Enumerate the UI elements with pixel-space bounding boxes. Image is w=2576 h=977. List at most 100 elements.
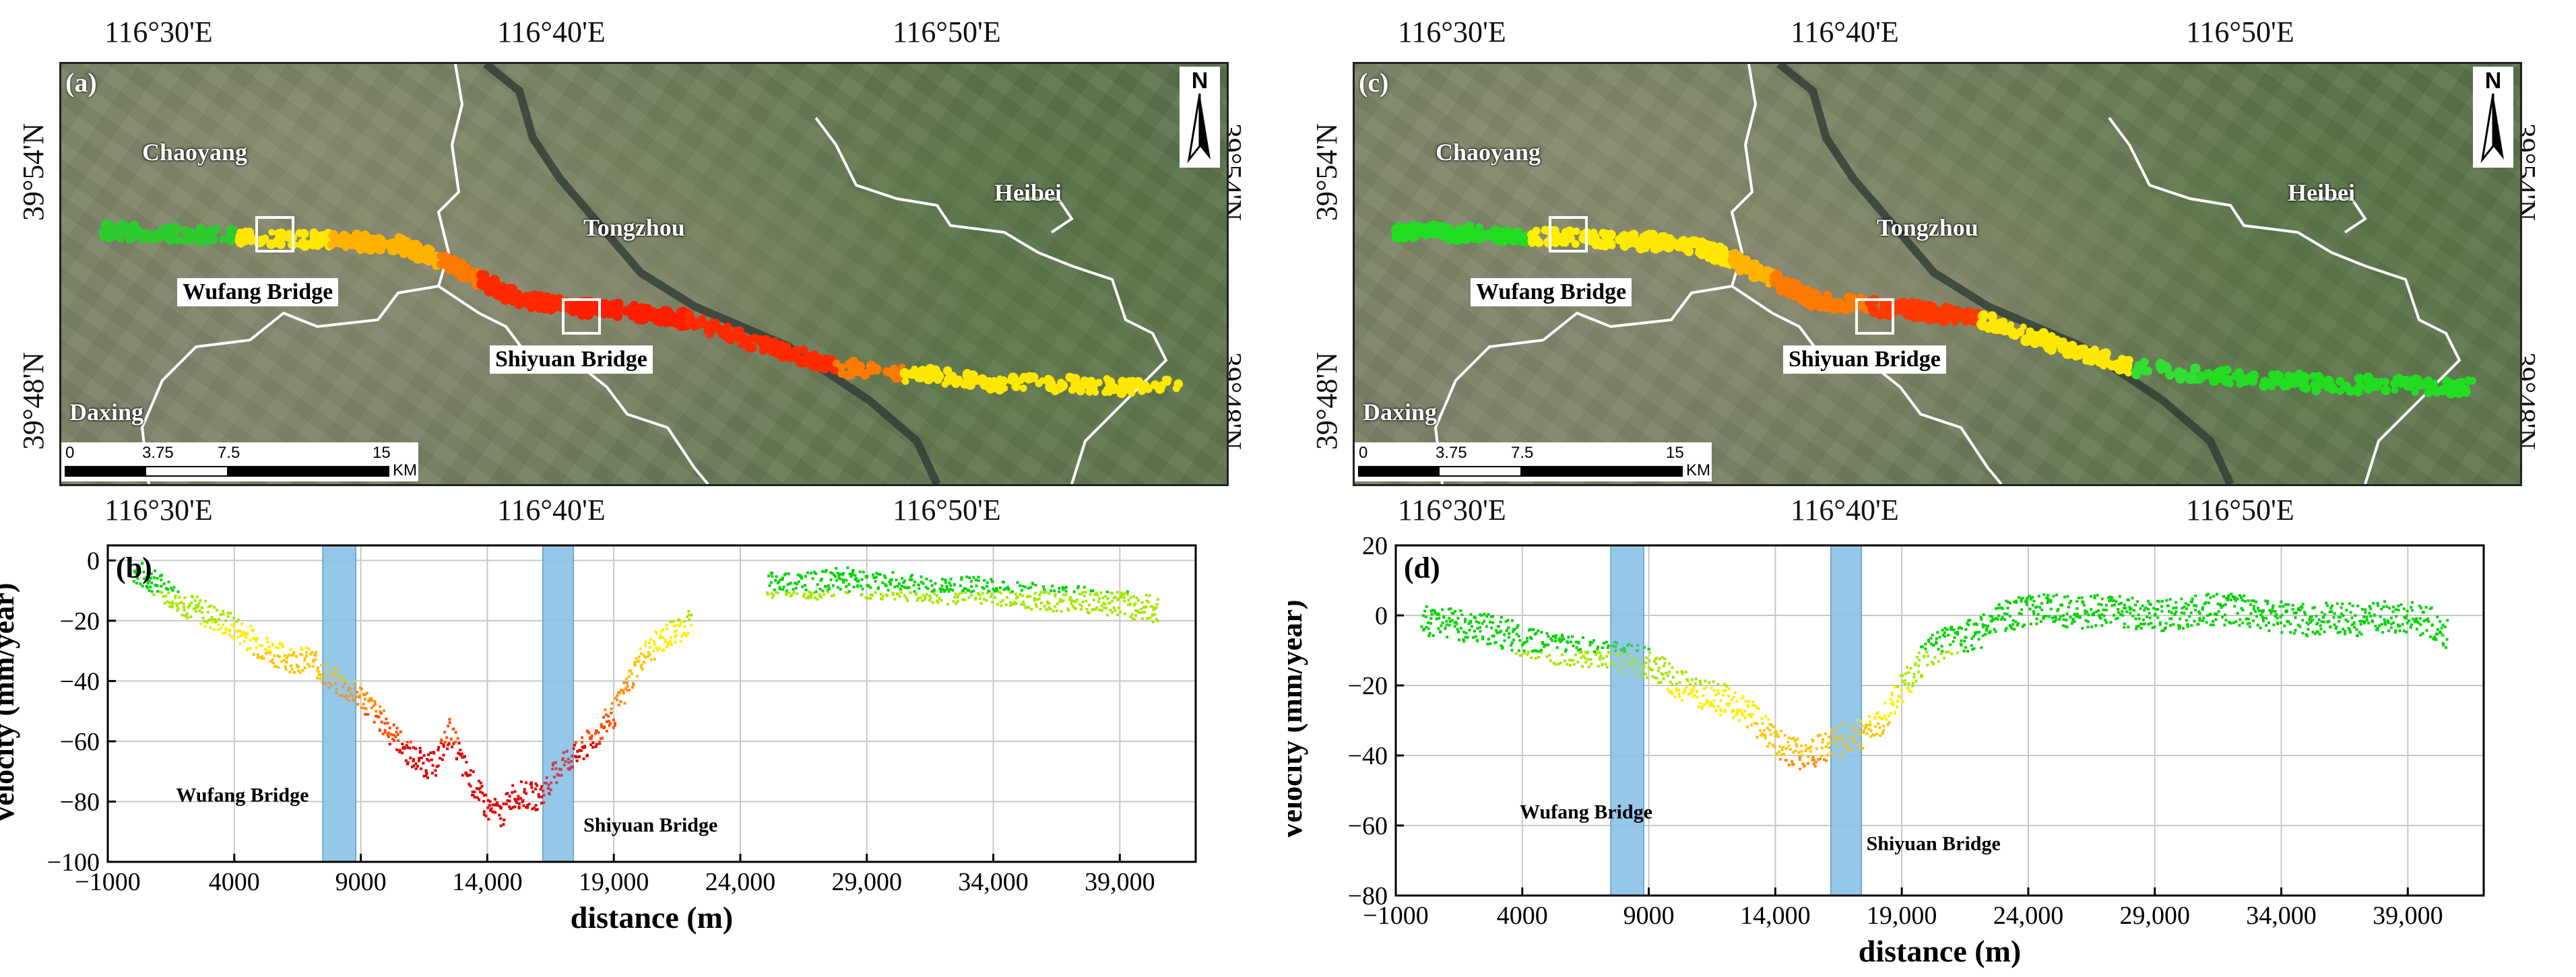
data-point: [2197, 623, 2200, 626]
data-point: [1716, 705, 1720, 708]
data-point: [484, 814, 488, 817]
data-point: [1731, 698, 1733, 702]
data-point: [1019, 584, 1022, 587]
data-point: [2309, 621, 2312, 624]
data-point: [2049, 607, 2053, 611]
data-point: [176, 605, 179, 607]
track-point: [1857, 302, 1866, 311]
data-point: [1477, 621, 1481, 624]
data-point: [272, 661, 275, 665]
bridge-box-shiyuan: [1855, 298, 1894, 335]
track-point: [2046, 344, 2057, 355]
data-point: [2426, 617, 2429, 620]
data-point: [2147, 599, 2150, 603]
data-point: [317, 670, 321, 673]
data-point: [1619, 648, 1623, 651]
data-point: [1442, 615, 1446, 618]
data-point: [1958, 626, 1962, 629]
data-point: [1083, 585, 1086, 588]
data-point: [601, 737, 604, 740]
data-point: [2424, 618, 2427, 621]
data-point: [1076, 586, 1080, 590]
data-point: [670, 636, 673, 639]
data-point: [1460, 626, 1462, 630]
lat-label: 39°54'N: [1310, 123, 1344, 222]
data-point: [1558, 637, 1561, 640]
data-point: [1099, 591, 1103, 595]
track-point: [985, 383, 996, 394]
data-point: [1004, 603, 1008, 607]
track-point: [1823, 291, 1832, 300]
lon-label: 116°40'E: [497, 494, 606, 527]
data-point: [326, 662, 329, 665]
data-point: [774, 578, 777, 582]
data-point: [2117, 611, 2121, 614]
data-point: [435, 765, 439, 768]
data-point: [1654, 662, 1658, 665]
north-label: N: [2484, 68, 2502, 94]
data-point: [1072, 590, 1076, 593]
data-point: [1445, 619, 1448, 623]
data-point: [616, 694, 619, 697]
data-point: [1778, 745, 1782, 748]
data-point: [653, 640, 656, 643]
data-point: [2364, 608, 2367, 611]
track-point: [1977, 311, 1988, 321]
data-point: [181, 613, 184, 617]
data-point: [2096, 609, 2100, 612]
data-point: [1119, 593, 1122, 597]
data-point: [2430, 606, 2433, 609]
data-point: [1733, 692, 1737, 695]
data-point: [1890, 692, 1894, 695]
data-point: [940, 584, 944, 588]
data-point: [1485, 615, 1489, 618]
track-point: [112, 232, 121, 240]
data-point: [133, 570, 136, 573]
data-point: [583, 745, 587, 749]
data-point: [245, 648, 249, 652]
data-point: [1788, 764, 1791, 767]
data-point: [477, 787, 480, 790]
data-point: [517, 795, 520, 798]
data-point: [2065, 612, 2069, 615]
data-point: [167, 580, 170, 584]
data-point: [178, 596, 181, 599]
data-point: [2084, 619, 2088, 622]
data-point: [2274, 610, 2277, 613]
data-point: [1830, 729, 1833, 732]
data-point: [1464, 636, 1467, 639]
data-point: [2086, 626, 2090, 629]
data-point: [790, 593, 794, 597]
data-point: [2139, 607, 2142, 610]
data-point: [1034, 584, 1037, 587]
data-point: [1532, 628, 1535, 631]
data-point: [2007, 601, 2010, 604]
data-point: [1516, 626, 1518, 630]
data-point: [172, 586, 176, 589]
data-point: [844, 591, 847, 594]
data-point: [2350, 623, 2354, 626]
data-point: [386, 721, 389, 725]
data-point: [210, 616, 214, 619]
data-point: [1696, 689, 1699, 693]
data-point: [874, 591, 877, 594]
data-point: [814, 590, 818, 593]
data-point: [1614, 649, 1617, 652]
data-point: [994, 596, 996, 599]
data-point: [1609, 652, 1613, 655]
x-tick-label: 4000: [1497, 902, 1548, 930]
data-point: [513, 797, 517, 801]
data-point: [2355, 628, 2358, 632]
data-point: [2142, 618, 2145, 621]
data-point: [970, 593, 973, 597]
data-point: [527, 803, 531, 806]
data-point: [1515, 632, 1518, 636]
data-point: [2249, 603, 2253, 606]
data-point: [2198, 617, 2201, 620]
data-point: [481, 791, 484, 795]
data-point: [1675, 671, 1679, 674]
data-point: [304, 646, 308, 650]
data-point: [2151, 626, 2154, 630]
data-point: [1750, 723, 1753, 727]
data-point: [439, 757, 442, 760]
